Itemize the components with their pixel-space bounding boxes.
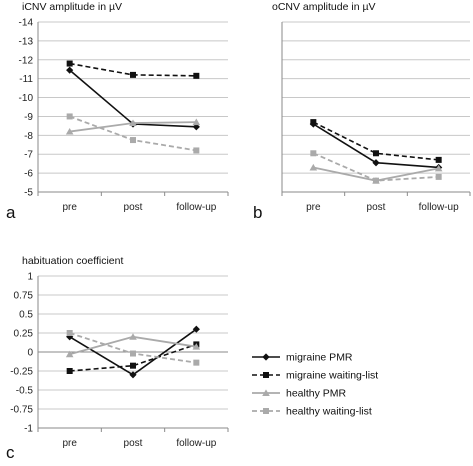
y-tick-label: -5 [24,188,33,199]
y-tick-label: -12 [19,55,34,66]
data-point [65,127,74,135]
data-point [129,333,137,340]
data-point [192,343,201,350]
data-point [129,371,137,379]
data-point [372,159,380,167]
y-tick-label: -8 [24,131,33,142]
y-tick-label: -9 [24,112,33,123]
x-tick-label: follow-up [419,202,459,213]
chart-panel-b: oCNV amplitude in µV b pre post follow-up [253,1,471,222]
y-tick-label: -0.25 [10,367,33,378]
data-point [309,163,318,171]
y-tick-label: 0.75 [14,291,34,302]
x-tick-label: pre [62,438,77,449]
data-point [193,147,200,154]
chart-title: habituation coefficient [22,255,123,267]
data-point [130,362,136,369]
y-tick-label: -10 [19,93,34,104]
data-point [66,368,73,374]
data-point [310,150,317,157]
data-point [129,119,137,127]
y-tick-label: -13 [19,36,34,47]
legend-marker [263,372,269,378]
data-point [66,60,73,67]
x-tick-label: follow-up [176,438,216,449]
data-point [66,113,73,120]
x-tick-label: post [124,438,143,449]
y-tick-label: -14 [19,18,34,29]
data-point [130,71,136,78]
data-point [434,164,443,172]
data-point [130,350,136,357]
data-point [66,66,74,74]
data-point [66,330,73,336]
y-tick-label: 0 [27,348,33,359]
chart-title: iCNV amplitude in µV [22,1,122,13]
y-tick-label: -11 [19,74,33,85]
legend-label: migraine PMR [286,352,353,364]
y-tick-label: 1 [27,272,33,283]
y-tick-label: -6 [24,169,33,180]
x-tick-label: pre [306,202,321,213]
data-point [373,150,379,157]
legend-label: migraine waiting-list [286,370,378,382]
y-tick-label: 0.25 [14,329,34,340]
y-tick-label: 0.5 [19,310,33,321]
y-tick-label: -0.75 [10,405,33,416]
series-line-migraine-waiting-list [69,343,197,372]
data-point [65,350,74,358]
data-point [192,118,201,126]
legend-marker [263,408,269,414]
data-point [310,119,317,126]
legend: migraine PMR migraine waiting-list healthy… [252,352,378,418]
data-point [130,137,136,144]
data-point [193,72,200,79]
y-tick-label: -1 [24,424,33,435]
panel-letter: c [6,443,15,462]
data-point [373,177,379,184]
chart-panel-c: habituation coefficient c 1 0.75 0.5 0.25 0 -0.… [6,255,229,462]
legend-label: healthy PMR [286,388,347,400]
data-point [435,156,442,163]
data-point [435,173,442,180]
panel-letter: a [6,203,16,222]
legend-label: healthy waiting-list [286,406,372,418]
x-tick-label: follow-up [176,202,216,213]
legend-marker [262,389,270,396]
chart-title: oCNV amplitude in µV [272,1,376,13]
x-tick-label: pre [62,202,77,213]
data-point [193,359,200,366]
y-tick-label: -0.5 [16,386,34,397]
x-tick-label: post [124,202,143,213]
y-tick-label: -7 [24,150,33,161]
chart-panel-a: iCNV amplitude in µV a -14 -13 -12 -11 -10 -9 -8… [6,1,229,222]
legend-marker [262,353,270,361]
data-point [192,325,200,333]
panel-letter: b [253,203,262,222]
x-tick-label: post [367,202,386,213]
